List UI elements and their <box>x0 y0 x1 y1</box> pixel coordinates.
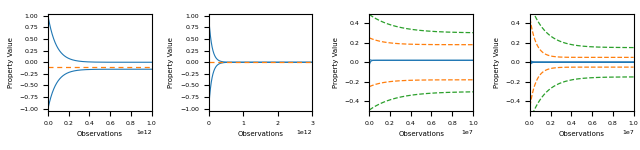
Y-axis label: Property Value: Property Value <box>168 37 174 88</box>
Y-axis label: Property Value: Property Value <box>333 37 339 88</box>
Y-axis label: Property Value: Property Value <box>493 37 500 88</box>
X-axis label: Observations: Observations <box>77 131 123 137</box>
Y-axis label: Property Value: Property Value <box>8 37 13 88</box>
X-axis label: Observations: Observations <box>559 131 605 137</box>
X-axis label: Observations: Observations <box>398 131 444 137</box>
X-axis label: Observations: Observations <box>237 131 284 137</box>
